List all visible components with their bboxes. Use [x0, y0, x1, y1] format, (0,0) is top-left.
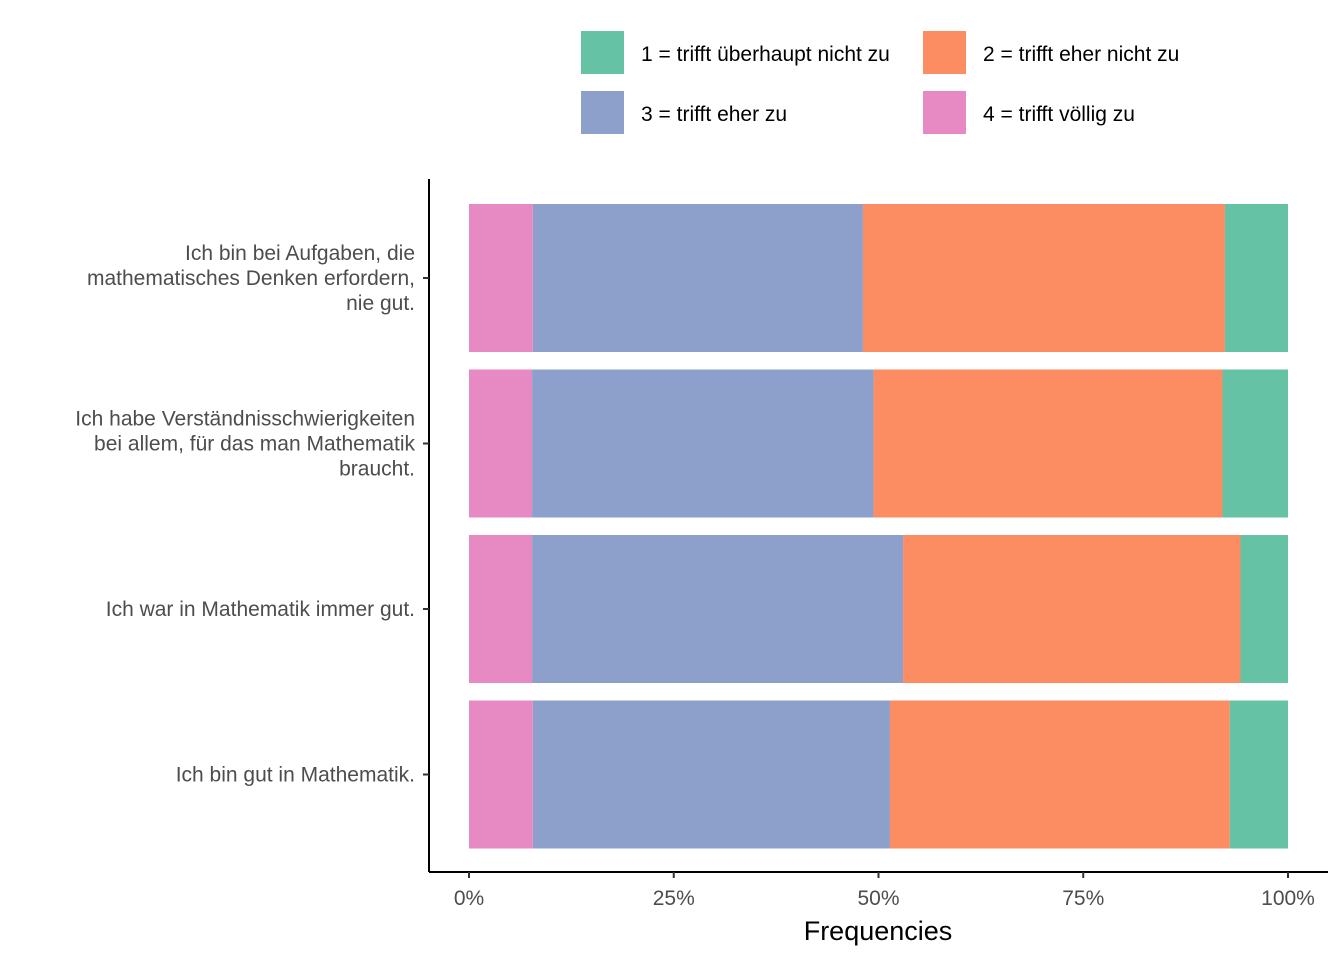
bar-segment-row3-series2	[532, 535, 904, 683]
legend-key	[581, 31, 624, 74]
legend-key	[923, 91, 966, 134]
bar-segment-row4-series1	[469, 700, 533, 849]
x-tick-label: 75%	[1062, 887, 1104, 910]
bar-segment-row4-series3	[889, 700, 1230, 849]
category-labels: Ich bin bei Aufgaben, die mathematisches …	[75, 242, 415, 787]
bar-segment-row3-series4	[1240, 535, 1288, 683]
bar-segment-row2-series4	[1222, 369, 1288, 518]
x-ticks: 0% 25% 50% 75% 100%	[454, 872, 1315, 910]
bars	[469, 204, 1288, 849]
legend-label: 2 = trifft eher nicht zu	[983, 43, 1179, 66]
bar-segment-row3-series1	[469, 535, 533, 683]
x-tick-label: 0%	[454, 887, 484, 910]
bar-segment-row3-series3	[903, 535, 1241, 683]
bar-segment-row1-series3	[862, 204, 1225, 352]
legend-key	[581, 91, 624, 134]
bar-segment-row2-series3	[873, 369, 1223, 518]
bar-segment-row2-series1	[469, 369, 533, 518]
legend: 1 = trifft überhaupt nicht zu 2 = trifft …	[581, 31, 1179, 134]
bar-segment-row1-series2	[532, 204, 863, 352]
bar-segment-row4-series4	[1229, 700, 1288, 849]
legend-label: 1 = trifft überhaupt nicht zu	[641, 43, 890, 66]
category-label: Ich habe Verständnisschwierigkeiten bei a…	[75, 408, 415, 481]
bar-segment-row4-series2	[532, 700, 890, 849]
bar-segment-row2-series2	[532, 369, 874, 518]
category-label: Ich bin gut in Mathematik.	[176, 764, 415, 787]
legend-label: 4 = trifft völlig zu	[983, 103, 1135, 126]
x-axis-title: Frequencies	[804, 916, 953, 946]
x-tick-label: 25%	[653, 887, 695, 910]
bar-segment-row1-series4	[1224, 204, 1288, 352]
bar-segment-row1-series1	[469, 204, 533, 352]
legend-label: 3 = trifft eher zu	[641, 103, 787, 126]
x-tick-label: 100%	[1261, 887, 1315, 910]
category-label: Ich war in Mathematik immer gut.	[106, 598, 415, 621]
category-label: Ich bin bei Aufgaben, die mathematisches …	[87, 242, 415, 315]
x-tick-label: 50%	[857, 887, 899, 910]
legend-key	[923, 31, 966, 74]
